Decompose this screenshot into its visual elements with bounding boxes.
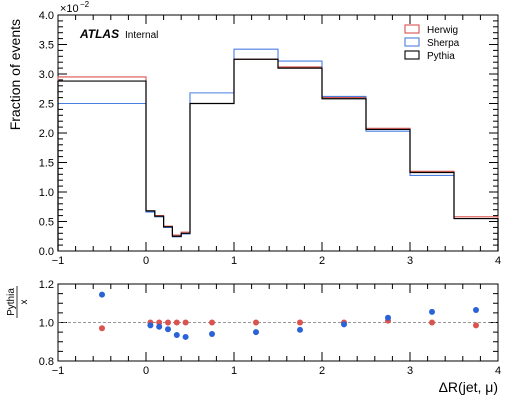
ratio-x-tick-label: 0 bbox=[143, 365, 149, 377]
ratio-x-tick-label: −1 bbox=[52, 365, 65, 377]
legend-label-pythia: Pythia bbox=[427, 51, 455, 62]
top-x-tick-label: 4 bbox=[495, 255, 501, 267]
top-y-tick-label: 1.5 bbox=[39, 158, 54, 170]
ratio-point-series-1 bbox=[99, 291, 105, 298]
histogram-line-sherpa bbox=[57, 48, 499, 251]
ratio-point-series-1 bbox=[253, 329, 259, 336]
ratio-point-series-1 bbox=[173, 332, 180, 339]
top-x-tick-label: 1 bbox=[231, 255, 237, 267]
histogram-line-herwig bbox=[57, 58, 499, 251]
top-y-tick-label: 2.5 bbox=[39, 99, 54, 111]
ratio-point-series-0 bbox=[253, 319, 259, 326]
ratio-point-series-1 bbox=[182, 333, 189, 340]
ratio-y-tick-label: 0.8 bbox=[39, 356, 54, 368]
top-y-tick-label: 2.0 bbox=[39, 128, 54, 140]
y-exponent-power: −2 bbox=[80, 0, 90, 9]
ratio-x-tick-label: 3 bbox=[407, 365, 413, 377]
legend-swatch-sherpa bbox=[404, 37, 420, 47]
ratio-y-label-denominator: x bbox=[19, 300, 30, 305]
top-y-axis-title: Fraction of events bbox=[7, 19, 23, 130]
top-x-tick-label: 2 bbox=[319, 255, 325, 267]
ratio-y-label-numerator: Pythia bbox=[6, 288, 17, 316]
ratio-point-series-0 bbox=[473, 322, 479, 329]
legend-label-sherpa: Sherpa bbox=[427, 38, 460, 49]
ratio-point-series-1 bbox=[165, 326, 171, 333]
legend-swatch-herwig bbox=[404, 24, 420, 34]
top-x-tick-label: −1 bbox=[52, 255, 65, 267]
ratio-point-series-0 bbox=[156, 319, 163, 326]
ratio-point-series-0 bbox=[99, 325, 105, 332]
ratio-y-tick-label: 1.0 bbox=[39, 318, 54, 330]
y-exponent-label: ×10 bbox=[60, 3, 79, 15]
legend-label-herwig: Herwig bbox=[427, 25, 458, 36]
top-x-tick-label: 0 bbox=[143, 255, 149, 267]
ratio-x-tick-label: 2 bbox=[319, 365, 325, 377]
ratio-x-tick-label: 1 bbox=[231, 365, 237, 377]
ratio-x-tick-label: 4 bbox=[495, 365, 501, 377]
ratio-point-series-1 bbox=[297, 326, 303, 333]
ratio-point-series-0 bbox=[297, 319, 303, 326]
ratio-point-series-0 bbox=[165, 319, 171, 326]
ratio-y-tick-label: 1.2 bbox=[39, 279, 54, 291]
ratio-point-series-0 bbox=[209, 319, 215, 326]
top-x-tick-label: 3 bbox=[407, 255, 413, 267]
top-y-tick-label: 0.0 bbox=[39, 246, 54, 258]
ratio-point-series-0 bbox=[429, 319, 435, 326]
ratio-point-series-1 bbox=[209, 331, 215, 338]
ratio-point-series-1 bbox=[385, 314, 391, 321]
ratio-point-series-0 bbox=[182, 319, 189, 326]
histogram-line-pythia bbox=[57, 58, 499, 251]
ratio-point-series-1 bbox=[147, 322, 154, 329]
top-y-tick-label: 0.5 bbox=[39, 217, 54, 229]
ratio-point-series-1 bbox=[341, 321, 347, 328]
legend-swatch-pythia bbox=[404, 50, 420, 60]
atlas-sub-label: Internal bbox=[125, 30, 158, 41]
top-y-tick-label: 3.5 bbox=[39, 40, 54, 52]
top-y-tick-label: 1.0 bbox=[39, 187, 54, 199]
x-axis-title: ΔR(jet, μ) bbox=[439, 379, 498, 395]
ratio-point-series-1 bbox=[429, 308, 435, 315]
ratio-point-series-1 bbox=[473, 306, 479, 313]
ratio-point-series-1 bbox=[156, 323, 163, 330]
ratio-point-series-0 bbox=[173, 319, 180, 326]
top-y-tick-label: 3.0 bbox=[39, 69, 54, 81]
atlas-label: ATLAS bbox=[79, 27, 119, 41]
top-y-tick-label: 4.0 bbox=[39, 10, 54, 22]
